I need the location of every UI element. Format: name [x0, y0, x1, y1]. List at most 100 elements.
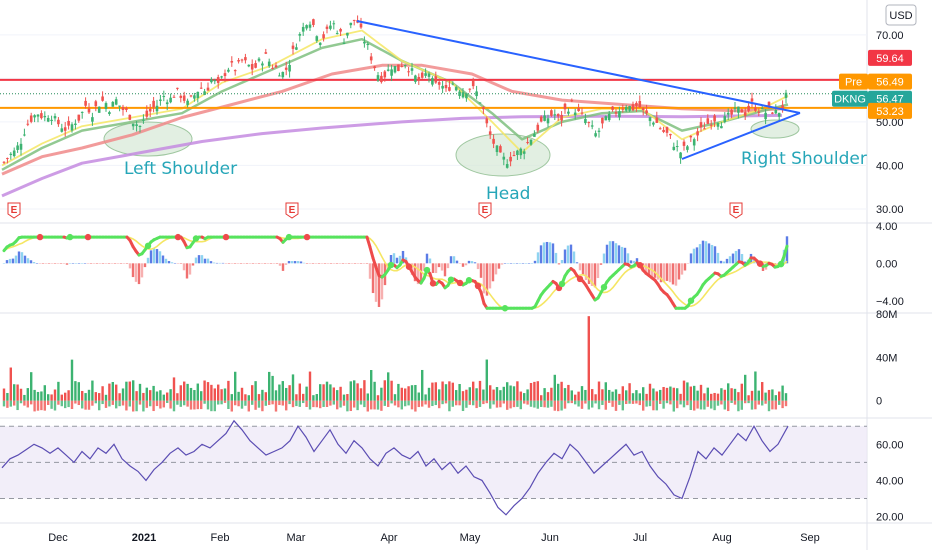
macd-cross-dot [84, 233, 92, 241]
macd-histogram-bar [704, 241, 708, 264]
candle-body [441, 85, 444, 89]
candle-body [94, 101, 98, 107]
volume-bar [268, 400, 271, 405]
volume-bar [370, 370, 373, 401]
candle-body [478, 102, 482, 104]
volume-bar [149, 400, 152, 407]
volume-bar [356, 383, 359, 401]
macd-cross-dot [636, 262, 644, 269]
currency-button[interactable]: USD [885, 4, 917, 26]
rsi-panel[interactable] [0, 419, 867, 516]
volume-bar [240, 400, 244, 409]
volume-bar [67, 390, 70, 401]
volume-bar [716, 400, 720, 406]
volume-bar [546, 400, 550, 408]
macd-histogram-bar [71, 263, 75, 264]
volume-bar [703, 400, 706, 410]
rsi-tick-label: 20.00 [876, 512, 904, 524]
volume-bar [50, 394, 53, 401]
volume-bar [747, 395, 750, 401]
macd-histogram-bar [98, 263, 102, 264]
volume-bar [94, 400, 97, 404]
volume-bar [417, 400, 420, 408]
macd-histogram-bar [149, 250, 153, 264]
volume-bar [315, 400, 318, 408]
price-tick-label: 50.00 [876, 117, 904, 129]
volume-bar [774, 395, 777, 401]
volume-bar [533, 400, 536, 408]
macd-histogram-bar [605, 244, 609, 264]
macd-histogram-bar [611, 241, 615, 264]
earnings-marker: E [285, 202, 299, 219]
volume-bar [308, 371, 312, 401]
candle-body [114, 99, 118, 105]
macd-histogram-bar [317, 263, 321, 264]
macd-line-segment [371, 256, 378, 269]
volume-bar [288, 385, 291, 401]
macd-histogram-bar [647, 263, 651, 277]
price-axis[interactable]: 70.00 60.00 50.00 40.00 30.00 4.00 0.00 −4.0080… [832, 30, 912, 524]
macd-histogram-bar [257, 263, 261, 264]
macd-histogram-bar [368, 263, 372, 279]
volume-bar [6, 400, 9, 408]
macd-histogram-bar [260, 263, 264, 264]
macd-cross-dot [600, 283, 608, 291]
volume-bar [625, 400, 628, 405]
volume-bar [526, 400, 529, 405]
time-tick-label: Mar [287, 532, 306, 544]
price-panel[interactable]: Left Shoulder Head Right Shoulder E E E E [0, 15, 867, 219]
macd-cross-dot [174, 233, 182, 241]
macd-cross-dot [405, 263, 413, 270]
candle-body [726, 112, 730, 115]
candle-body [444, 84, 448, 89]
volume-bar [580, 400, 584, 409]
volume-bar [322, 384, 325, 401]
macd-histogram-bar [473, 262, 477, 264]
candle-body [692, 139, 696, 146]
candle-body [335, 33, 339, 35]
volume-bar [652, 388, 655, 401]
volume-bar [342, 400, 346, 406]
volume-bar [237, 391, 240, 401]
ema-line [1, 29, 789, 167]
candle-body [155, 105, 159, 112]
earnings-marker-label: E [289, 205, 296, 216]
volume-tick-label: 0 [876, 396, 882, 408]
macd-histogram-bar [446, 263, 450, 269]
candle-body [376, 75, 380, 81]
candle-body [213, 80, 217, 82]
candle-body [774, 109, 778, 114]
macd-histogram-bar [89, 263, 93, 264]
volume-bar [189, 387, 193, 401]
macd-histogram-bar [77, 263, 81, 264]
macd-histogram-bar [707, 243, 711, 264]
volume-bar [686, 382, 689, 401]
volume-bar [193, 390, 196, 401]
macd-histogram-bar [371, 263, 375, 294]
volume-bar [434, 400, 437, 406]
volume-bar [84, 400, 87, 410]
volume-bar [295, 400, 298, 407]
time-axis[interactable]: Dec 2021 Feb Mar Apr May Jun Jul Aug Sep [48, 532, 820, 544]
candle-body [349, 22, 353, 26]
candle-body [424, 73, 427, 76]
volume-bar [679, 400, 682, 405]
volume-bar [665, 387, 669, 401]
volume-bar [213, 388, 216, 401]
candle-body [288, 64, 291, 72]
volume-bar [716, 393, 720, 401]
candle-body [308, 24, 312, 28]
macd-histogram-bar [572, 251, 576, 264]
candle-body [696, 131, 699, 136]
volume-bar [744, 374, 747, 401]
macd-panel[interactable] [2, 233, 789, 312]
volume-panel[interactable] [2, 316, 788, 412]
volume-bar [203, 400, 206, 404]
candle-body [339, 29, 342, 32]
macd-histogram-bar [311, 263, 315, 264]
candle-body [284, 67, 288, 70]
volume-bar [628, 383, 631, 401]
candle-body [138, 125, 142, 127]
volume-bar [489, 385, 492, 401]
